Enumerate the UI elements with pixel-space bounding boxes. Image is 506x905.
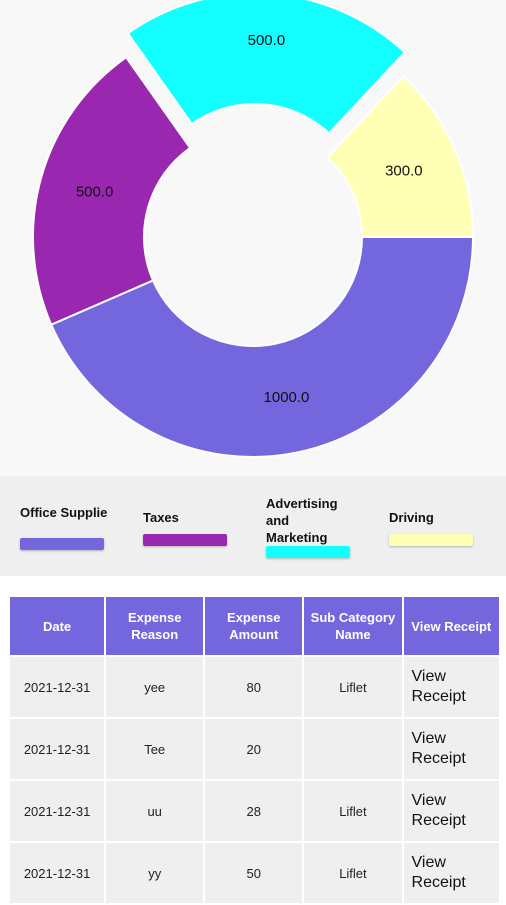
table-header-row: Date Expense Reason Expense Amount Sub C…	[10, 597, 499, 655]
view-receipt-line1: View	[411, 668, 446, 685]
cell-date: 2021-12-31	[10, 781, 105, 841]
header-sub-category: Sub Category Name	[304, 597, 402, 655]
legend-swatch	[266, 546, 350, 558]
cell-reason: yy	[106, 843, 204, 903]
cell-amount: 80	[205, 657, 303, 717]
chart-legend: Office Supplie Taxes Advertising and Mar…	[0, 476, 506, 576]
view-receipt-line1: View	[411, 792, 446, 809]
cell-subcategory: Liflet	[304, 843, 402, 903]
table-row: 2021-12-31 yee 80 Liflet View Receipt	[10, 657, 499, 717]
slice-value-label: 500.0	[76, 184, 114, 201]
header-expense-reason: Expense Reason	[106, 597, 204, 655]
donut-chart-area: 1000.0 500.0 500.0 300.0	[32, 0, 475, 458]
legend-swatch	[143, 534, 227, 546]
legend-label: Advertising and Marketing	[266, 496, 338, 545]
cell-reason: yee	[106, 657, 204, 717]
view-receipt-line2: Receipt	[411, 874, 466, 891]
cell-subcategory: Liflet	[304, 781, 402, 841]
legend-item-advertising: Advertising and Marketing	[266, 495, 350, 558]
view-receipt-button[interactable]: View Receipt	[403, 719, 499, 779]
cell-date: 2021-12-31	[10, 719, 105, 779]
view-receipt-button[interactable]: View Receipt	[403, 781, 499, 841]
donut-slice-office-supplie	[49, 236, 475, 458]
legend-label: Driving	[389, 510, 434, 525]
slice-value-label: 1000.0	[264, 389, 310, 406]
donut-chart: 1000.0 500.0 500.0 300.0	[32, 0, 475, 458]
table-row: 2021-12-31 yy 50 Liflet View Receipt	[10, 843, 499, 903]
cell-reason: uu	[106, 781, 204, 841]
cell-date: 2021-12-31	[10, 843, 105, 903]
header-date: Date	[10, 597, 105, 655]
view-receipt-line1: View	[411, 854, 446, 871]
view-receipt-line2: Receipt	[411, 750, 466, 767]
cell-amount: 20	[205, 719, 303, 779]
view-receipt-line1: View	[411, 730, 446, 747]
cell-amount: 28	[205, 781, 303, 841]
table-row: 2021-12-31 uu 28 Liflet View Receipt	[10, 781, 499, 841]
header-view-receipt: View Receipt	[403, 597, 499, 655]
expenses-table: Date Expense Reason Expense Amount Sub C…	[8, 595, 501, 905]
slice-value-label: 300.0	[385, 162, 423, 179]
donut-slice-driving	[325, 74, 475, 238]
legend-swatch	[389, 534, 473, 546]
legend-item-office-supplie: Office Supplie	[20, 504, 110, 550]
cell-subcategory: Liflet	[304, 657, 402, 717]
table-row: 2021-12-31 Tee 20 View Receipt	[10, 719, 499, 779]
cell-date: 2021-12-31	[10, 657, 105, 717]
legend-label: Office Supplie	[20, 505, 108, 520]
view-receipt-button[interactable]: View Receipt	[403, 843, 499, 903]
view-receipt-line2: Receipt	[411, 812, 466, 829]
cell-amount: 50	[205, 843, 303, 903]
legend-swatch	[20, 538, 104, 550]
legend-item-driving: Driving	[389, 509, 479, 546]
header-expense-amount: Expense Amount	[205, 597, 303, 655]
legend-label: Taxes	[143, 510, 179, 525]
legend-item-taxes: Taxes	[143, 509, 233, 546]
view-receipt-line2: Receipt	[411, 688, 466, 705]
donut-slice-taxes	[32, 55, 192, 326]
slice-value-label: 500.0	[248, 32, 286, 49]
cell-reason: Tee	[106, 719, 204, 779]
donut-slice-advertising-and-marketing	[126, 0, 407, 135]
cell-subcategory	[304, 719, 402, 779]
view-receipt-button[interactable]: View Receipt	[403, 657, 499, 717]
